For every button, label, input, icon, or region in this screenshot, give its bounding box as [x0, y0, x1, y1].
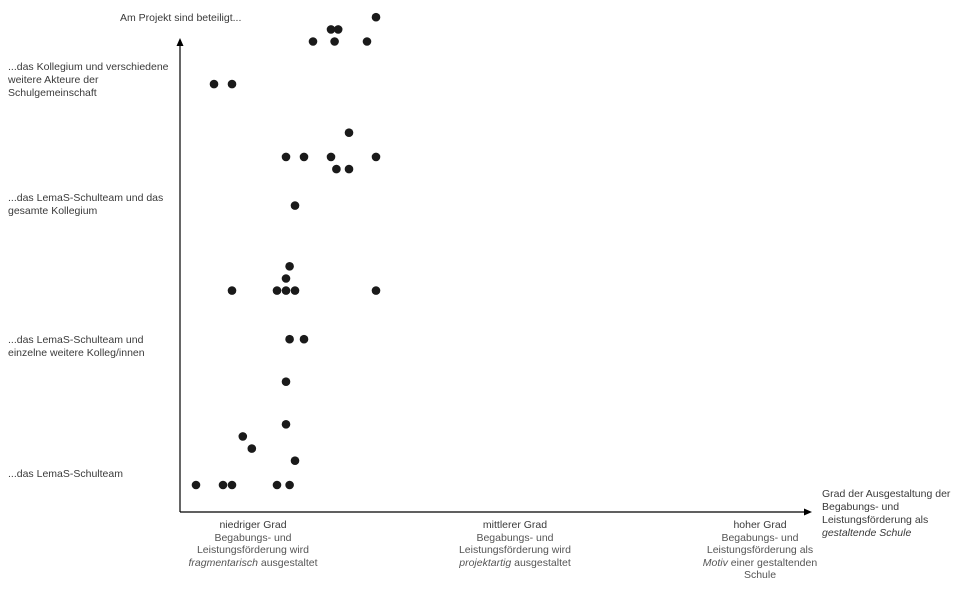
x-category-low-desc-end: ausgestaltet — [257, 556, 318, 569]
x-category-high-desc: Begabungs- und Leistungsförderung als — [706, 531, 814, 557]
data-point-12 — [299, 334, 309, 344]
data-point-14 — [272, 286, 282, 295]
data-point-31 — [326, 25, 336, 34]
data-point-35 — [371, 12, 381, 22]
x-category-high: hoher Grad Begabungs- und Leistungsförde… — [695, 519, 825, 582]
x-category-low: niedriger Grad Begabungs- und Leistungsf… — [188, 519, 318, 569]
data-point-21 — [281, 152, 291, 162]
x-category-low-desc: Begabungs- und Leistungsförderung wird — [196, 531, 310, 557]
data-point-7 — [285, 480, 294, 490]
data-point-32 — [330, 37, 339, 46]
data-point-28 — [209, 79, 219, 89]
data-point-34 — [362, 37, 372, 46]
data-point-9 — [281, 420, 291, 429]
x-category-mid-emph: projektartig — [459, 556, 512, 569]
data-point-6 — [272, 480, 282, 490]
x-category-low-grade: niedriger Grad — [219, 519, 287, 531]
x-category-mid-desc-end: ausgestaltet — [511, 556, 571, 569]
y-category-label-2: ...das LemaS-Schulteam und einzelne weit… — [8, 334, 145, 359]
y-category-label-4: ...das Kollegium und verschiedene weiter… — [8, 61, 169, 99]
data-point-18 — [285, 262, 294, 271]
x-axis-title-text: Grad der Ausgestaltung der Begabungs- un… — [822, 488, 951, 526]
data-point-11 — [285, 334, 294, 344]
data-point-8 — [290, 456, 300, 466]
data-point-10 — [281, 377, 291, 387]
data-point-23 — [326, 152, 336, 162]
data-point-4 — [247, 444, 257, 453]
x-category-high-emph: Motiv — [702, 556, 728, 569]
data-point-1 — [191, 480, 201, 490]
y-axis-title: Am Projekt sind beteiligt... — [120, 12, 242, 24]
x-category-high-grade: hoher Grad — [733, 519, 787, 531]
x-axis-title: Grad der Ausgestaltung der Begabungs- un… — [822, 488, 962, 540]
data-point-29 — [227, 79, 237, 89]
x-category-mid-desc: Begabungs- und Leistungsförderung wird — [458, 531, 572, 557]
data-point-20 — [290, 201, 300, 210]
data-point-3 — [227, 480, 237, 490]
data-points — [191, 12, 381, 490]
data-point-19 — [371, 286, 381, 295]
data-point-15 — [281, 286, 291, 295]
data-point-16 — [290, 286, 300, 295]
data-point-22 — [299, 152, 309, 162]
y-axis-arrow — [176, 38, 184, 46]
x-axis-title-emph: gestaltende Schule — [822, 527, 912, 539]
data-point-2 — [218, 480, 228, 490]
data-point-33 — [333, 25, 343, 34]
y-category-label-1: ...das LemaS-Schulteam — [8, 468, 123, 480]
y-category-label-3: ...das LemaS-Schulteam und das gesamte K… — [8, 192, 164, 217]
data-point-25 — [344, 164, 354, 174]
data-point-17 — [281, 274, 291, 283]
x-axis-arrow — [804, 508, 812, 516]
data-point-24 — [332, 164, 341, 174]
data-point-26 — [344, 128, 354, 137]
axes — [176, 38, 812, 516]
data-point-30 — [308, 37, 318, 46]
x-category-mid: mittlerer Grad Begabungs- und Leistungsf… — [450, 519, 580, 569]
x-category-high-desc-end: einer gestaltenden Schule — [727, 556, 818, 582]
data-point-5 — [238, 432, 248, 441]
data-point-27 — [371, 152, 381, 162]
x-category-mid-grade: mittlerer Grad — [482, 519, 548, 531]
x-category-low-emph: fragmentarisch — [188, 556, 258, 569]
data-point-13 — [227, 286, 237, 295]
